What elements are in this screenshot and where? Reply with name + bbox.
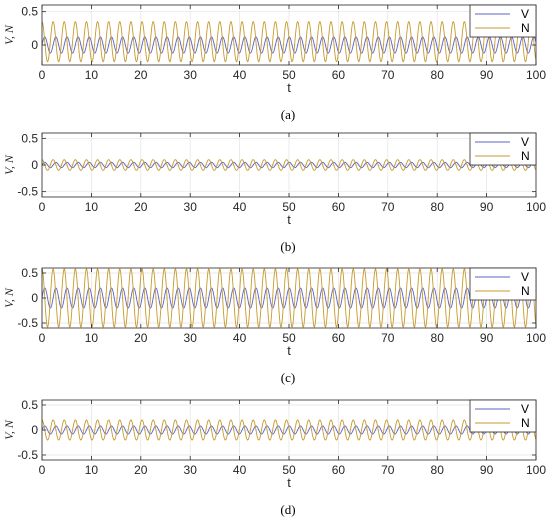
x-tick-label: 80 [431,463,445,477]
panel-caption: (a) [281,107,295,122]
x-tick-label: 20 [134,200,148,214]
panel-c: 0 10 20 30 40 50 60 70 80 90 100-0.500.5tV, NVN(c) [2,266,546,385]
legend-label-v: V [521,402,529,416]
x-tick-label: 70 [381,463,395,477]
x-tick-label: 40 [233,200,247,214]
legend-box [469,399,537,433]
x-tick-label: 100 [526,463,546,477]
x-tick-label: 10 [85,200,99,214]
x-tick-label: 60 [332,68,346,82]
y-axis-label: V, N [2,154,16,175]
y-tick-label: 0.5 [21,5,38,19]
x-tick-label: 0 [39,331,46,345]
x-tick-label: 60 [332,463,346,477]
x-tick-label: 10 [85,331,99,345]
y-tick-label: 0 [31,291,38,305]
x-tick-label: 90 [480,463,494,477]
y-axis-label: V, N [2,24,16,45]
panel-caption: (c) [281,370,295,385]
x-tick-label: 70 [381,200,395,214]
x-tick-label: 60 [332,331,346,345]
x-tick-label: 30 [184,331,198,345]
series-line-n [42,21,536,63]
x-tick-label: 50 [282,68,296,82]
x-tick-label: 0 [39,68,46,82]
panel-a: 0 10 20 30 40 50 60 70 80 90 100 0 0.5 t V, N VN (a) [2,4,546,122]
legend-label-v: V [521,270,529,284]
panel-d: 0 10 20 30 40 50 60 70 80 90 100-0.500.5tV, NVN(d) [2,398,546,517]
x-tick-label: 20 [134,463,148,477]
legend: VN [469,132,537,166]
x-tick-label: 60 [332,200,346,214]
x-axis-label: t [287,212,291,227]
x-tick-label: 70 [381,331,395,345]
x-tick-label: 30 [184,68,198,82]
y-tick-label: 0.5 [21,266,38,280]
y-tick-label: 0 [31,38,38,52]
x-tick-label: 80 [431,200,445,214]
y-axis-label: V, N [2,287,16,308]
x-tick-label: 20 [134,331,148,345]
x-tick-label: 50 [282,331,296,345]
x-tick-label: 100 [526,200,546,214]
y-tick-label: 0 [31,158,38,172]
y-axis-label: V, N [2,419,16,440]
x-tick-label: 80 [431,68,445,82]
series-line-n [42,159,536,171]
x-tick-label: 10 [85,68,99,82]
x-tick-label: 30 [184,200,198,214]
x-tick-label: 90 [480,68,494,82]
x-tick-label: 10 [85,463,99,477]
x-tick-label: 80 [431,331,445,345]
y-tick-label: 0.5 [21,131,38,145]
legend-box [469,4,537,38]
legend-box [469,132,537,166]
x-tick-label: 90 [480,200,494,214]
legend-label-n: N [521,284,530,298]
y-tick-label: 0.5 [21,398,38,412]
x-tick-label: 50 [282,463,296,477]
x-tick-label: 90 [480,331,494,345]
x-tick-label: 70 [381,68,395,82]
x-tick-label: 50 [282,200,296,214]
x-axis-label: t [287,343,291,358]
x-tick-label: 20 [134,68,148,82]
legend-label-v: V [521,135,529,149]
x-tick-label: 0 [39,463,46,477]
legend: VN [469,399,537,433]
series-line-n [42,419,536,441]
legend-label-n: N [521,21,530,35]
legend-label-n: N [521,416,530,430]
panel-b: 0 10 20 30 40 50 60 70 80 90 100-0.500.5tV, NVN(b) [2,131,546,254]
x-tick-label: 30 [184,463,198,477]
x-tick-label: 40 [233,68,247,82]
legend: VN [469,267,537,301]
panel-caption: (b) [280,239,295,254]
y-tick-label: 0 [31,423,38,437]
x-axis-label: t [287,475,291,490]
x-axis-label: t [287,80,291,95]
x-tick-label: 40 [233,331,247,345]
legend-label-n: N [521,149,530,163]
series-line-v [42,161,536,169]
panel-caption: (d) [280,502,295,517]
y-tick-label: -0.5 [17,185,38,199]
legend: VN [469,4,537,38]
x-tick-label: 100 [526,68,546,82]
x-tick-label: 0 [39,200,46,214]
legend-box [469,267,537,301]
legend-label-v: V [521,7,529,21]
series-line-n [42,268,536,328]
y-tick-label: -0.5 [17,448,38,462]
x-tick-label: 100 [526,331,546,345]
y-tick-label: -0.5 [17,316,38,330]
x-tick-label: 40 [233,463,247,477]
